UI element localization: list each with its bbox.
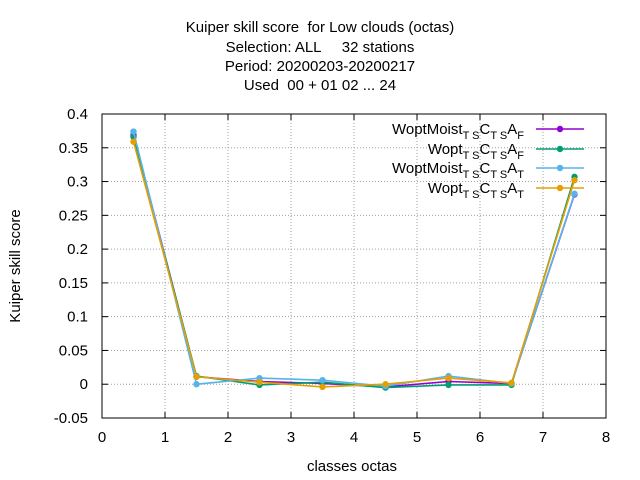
- series-3-point: [130, 128, 137, 135]
- x-tick-label: 0: [98, 429, 106, 446]
- x-tick-label: 2: [224, 429, 232, 446]
- x-tick-label: 1: [161, 429, 169, 446]
- y-tick-label: 0.15: [59, 275, 88, 292]
- series-4-point: [382, 381, 389, 388]
- x-tick-label: 3: [287, 429, 295, 446]
- series-4-point: [319, 383, 326, 391]
- y-tick-label: -0.05: [54, 410, 88, 427]
- legend-label-1: WoptMoistT SCT SAF: [392, 121, 524, 142]
- legend-swatch-marker-3: [556, 164, 564, 172]
- y-tick-label: 0.3: [67, 174, 88, 191]
- legend-swatch-marker-2: [556, 145, 564, 153]
- y-axis-label: Kuiper skill score: [7, 209, 24, 322]
- y-tick-label: 0.2: [67, 241, 88, 258]
- y-tick-label: 0: [80, 376, 88, 393]
- x-tick-label: 7: [539, 429, 547, 446]
- plot-frame: [101, 113, 607, 419]
- legend-swatch-marker-4: [556, 184, 564, 192]
- y-tick-label: 0.05: [59, 342, 88, 359]
- series-layer: [130, 128, 578, 391]
- series-4-point: [193, 373, 200, 380]
- series-4-point: [130, 138, 137, 145]
- x-tick-label: 6: [476, 429, 484, 446]
- series-4-point: [508, 379, 515, 387]
- legend-label-2: WoptT SCT SAF: [428, 141, 524, 162]
- series-2-point: [445, 381, 452, 389]
- series-4-point: [571, 177, 578, 184]
- x-tick-label: 8: [602, 429, 610, 446]
- series-3-point: [193, 381, 200, 388]
- chart-title-line-1: Kuiper skill score for Low clouds (octas…: [185, 19, 455, 36]
- legend-swatch-marker-1: [556, 125, 564, 133]
- grid-layer: [102, 114, 606, 418]
- y-tick-label: 0.4: [67, 106, 88, 123]
- chart-title-line-4: Used 00 + 01 02 ... 24: [243, 77, 397, 94]
- y-tick-label: 0.25: [59, 207, 88, 224]
- series-3-point: [319, 376, 326, 384]
- series-4-point: [445, 374, 452, 382]
- axis-layer: 0 1 2 3 4 5 6 7 8 -0.05 0 0.05 0.1 0.15 0.2 0.25 0.3 0.35…: [54, 106, 610, 446]
- x-axis-label: classes octas: [307, 458, 397, 475]
- legend-label-4: WoptT SCT SAT: [428, 180, 524, 201]
- chart-title-line-2: Selection: ALL 32 stations: [225, 39, 415, 56]
- y-tick-label: 0.35: [59, 140, 88, 157]
- x-tick-label: 4: [350, 429, 358, 446]
- legend-label-3: WoptMoistT SCT SAT: [392, 160, 524, 181]
- series-3-point: [571, 190, 578, 197]
- chart-title-line-3: Period: 20200203-20200217: [224, 58, 416, 75]
- series-4-point: [256, 378, 263, 386]
- series-line-4: [132, 141, 576, 388]
- x-tick-label: 5: [413, 429, 421, 446]
- y-tick-label: 0.1: [67, 309, 88, 326]
